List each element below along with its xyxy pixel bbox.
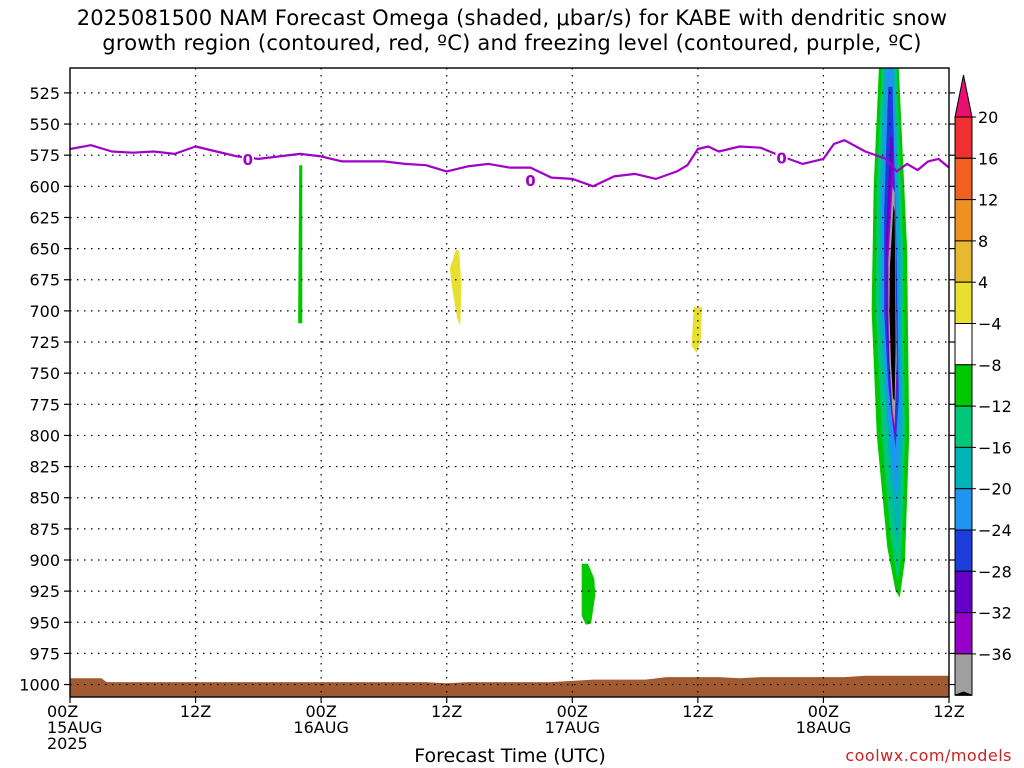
colorbar-segment (954, 529, 973, 572)
y-tick-label: 625 (29, 208, 60, 227)
freezing-level-label: 0 (525, 172, 535, 190)
y-tick-label: 725 (29, 333, 60, 352)
freezing-level-label: 0 (243, 151, 253, 169)
y-axis-ticks: 525 550 575 600 625 650 675 700 725 750 775 800 825 8… (19, 84, 955, 695)
y-tick-label: 1000 (19, 676, 60, 695)
plot-frame (69, 67, 950, 698)
colorbar-segment (954, 612, 973, 655)
omega-yellow-blob-1 (449, 249, 462, 326)
x-tick-label: 16AUG (293, 718, 348, 737)
x-tick-label: 12Z (682, 702, 713, 721)
colorbar-label: 12 (978, 191, 998, 210)
colorbar-label: −20 (978, 480, 1012, 499)
colorbar-segment (954, 116, 973, 159)
y-tick-label: 525 (29, 84, 60, 103)
omega-green-blob-17aug (581, 563, 596, 625)
freezing-level-line (70, 139, 949, 188)
colorbar-label: −12 (978, 397, 1012, 416)
y-tick-label: 975 (29, 644, 60, 663)
colorbar-label: −24 (978, 521, 1012, 540)
colorbar-segment (954, 281, 973, 325)
colorbar-label: −28 (978, 562, 1012, 581)
freezing-level-label: 0 (776, 150, 786, 168)
colorbar-label: 8 (978, 232, 988, 251)
colorbar-label: −36 (978, 645, 1012, 664)
x-tick-label: 17AUG (545, 718, 600, 737)
chart-title: 2025081500 NAM Forecast Omega (shaded, μ… (0, 6, 1024, 56)
colorbar-label: 4 (978, 273, 988, 292)
freezing-level-label-bg (775, 149, 788, 166)
y-tick-label: 850 (29, 489, 60, 508)
y-tick-label: 650 (29, 240, 60, 259)
y-tick-label: 675 (29, 271, 60, 290)
plot-border (69, 67, 950, 698)
y-tick-label: 700 (29, 302, 60, 321)
terrain-fill (70, 675, 949, 697)
omega-shading-layer (298, 68, 910, 625)
x-tick-label: 00Z (305, 702, 336, 721)
x-tick-label: 15AUG (47, 718, 102, 737)
y-tick-label: 825 (29, 458, 60, 477)
y-tick-label: 925 (29, 582, 60, 601)
colorbar: 20 16 12 8 4 −4 −8 −12 −16 −20 −24 −28 −32 −36 (954, 74, 1012, 696)
x-tick-label: 00Z (808, 702, 839, 721)
x-tick-label: 2025 (47, 734, 88, 753)
y-tick-label: 550 (29, 115, 60, 134)
colorbar-segment (954, 199, 973, 242)
colorbar-label: −16 (978, 438, 1012, 457)
y-tick-label: 800 (29, 426, 60, 445)
y-tick-label: 750 (29, 364, 60, 383)
colorbar-segment (954, 570, 973, 614)
colorbar-segment (954, 446, 973, 490)
y-tick-label: 600 (29, 177, 60, 196)
credit-text: coolwx.com/models (845, 746, 1012, 765)
colorbar-segment (954, 364, 973, 407)
colorbar-segment (954, 157, 973, 201)
y-tick-label: 950 (29, 613, 60, 632)
terrain-layer (70, 675, 949, 697)
omega-green-streak-16aug (298, 165, 303, 324)
grid-layer (70, 68, 949, 697)
chart-title-line1: 2025081500 NAM Forecast Omega (shaded, μ… (76, 6, 948, 30)
y-tick-label: 875 (29, 520, 60, 539)
x-tick-label: 12Z (933, 702, 964, 721)
colorbar-segment (954, 323, 973, 366)
freezing-level-label-bg (241, 150, 254, 167)
x-axis-title: Forecast Time (UTC) (414, 745, 606, 767)
colorbar-label: −4 (978, 315, 1002, 334)
x-tick-label: 12Z (431, 702, 462, 721)
y-tick-label: 575 (29, 146, 60, 165)
colorbar-segment (954, 405, 973, 448)
x-tick-label: 18AUG (796, 718, 851, 737)
colorbar-label: 16 (978, 149, 998, 168)
colorbar-label: −32 (978, 604, 1012, 623)
x-tick-label: 00Z (557, 702, 588, 721)
colorbar-segment (954, 653, 973, 696)
omega-yellow-blob-2 (691, 307, 702, 354)
freezing-level-label-bg (524, 172, 537, 189)
x-tick-label: 00Z (47, 702, 78, 721)
colorbar-arrow-top (954, 74, 973, 118)
colorbar-segment (954, 240, 973, 283)
y-tick-label: 775 (29, 395, 60, 414)
y-tick-label: 900 (29, 551, 60, 570)
colorbar-segment (954, 488, 973, 531)
x-tick-label: 12Z (180, 702, 211, 721)
colorbar-arrow-bottom (954, 691, 973, 696)
colorbar-label: −8 (978, 356, 1002, 375)
freezing-level-layer: 0 0 0 (70, 139, 949, 190)
chart-title-line2: growth region (contoured, red, ºC) and f… (102, 31, 922, 55)
omega-core-black (889, 205, 896, 401)
colorbar-label: 20 (978, 108, 998, 127)
